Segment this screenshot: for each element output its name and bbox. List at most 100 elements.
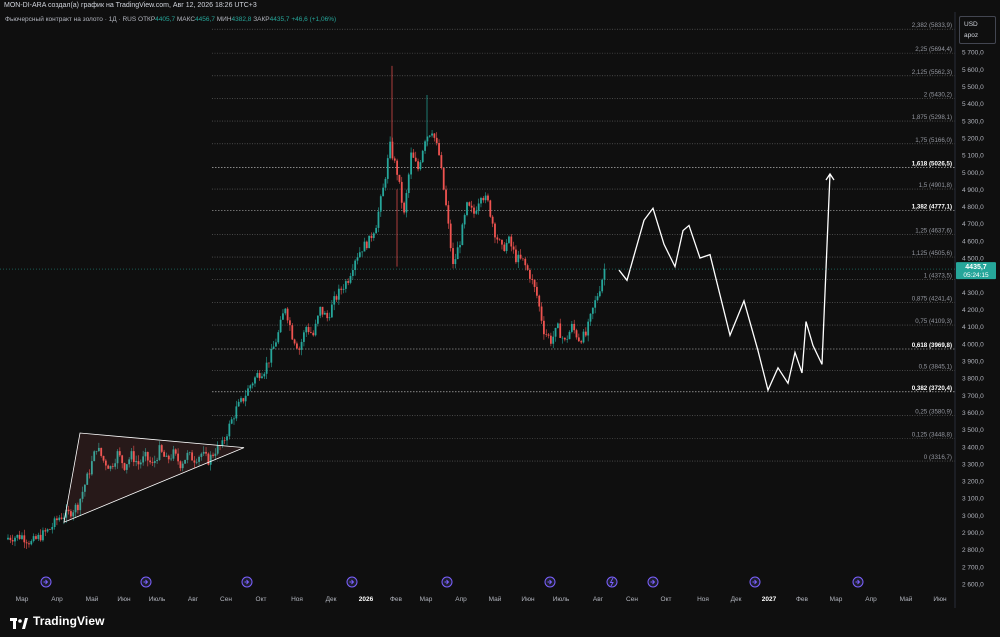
candle-body — [559, 323, 562, 338]
candle-body — [561, 337, 564, 339]
price-axis[interactable] — [955, 12, 1000, 608]
candle-body — [90, 461, 93, 475]
tradingview-logo[interactable]: TradingView — [10, 613, 105, 629]
candle-body — [7, 537, 9, 540]
candle-body — [524, 258, 527, 266]
candle-body — [139, 462, 142, 465]
candle-body — [121, 455, 124, 464]
y-tick-label: 4 100,0 — [962, 324, 984, 331]
candle-body — [323, 312, 326, 315]
x-tick-label: 2027 — [762, 596, 777, 603]
dividend-marker-icon[interactable] — [606, 576, 618, 588]
candle-body — [566, 339, 569, 340]
lightning-icon — [609, 577, 614, 587]
y-tick-label: 4 800,0 — [962, 204, 984, 211]
candle-body — [263, 373, 266, 377]
candle-body — [577, 337, 580, 342]
candle-body — [459, 245, 461, 248]
arrow-icon — [444, 579, 450, 585]
attribution-text: MON-DI-ARA создал(а) график на TradingVi… — [4, 2, 257, 9]
candle-body — [228, 423, 231, 437]
candle-body — [212, 454, 214, 456]
candle-body — [70, 511, 72, 517]
tradingview-logo-icon — [10, 616, 28, 629]
candle-body — [216, 445, 219, 454]
candle-body — [261, 376, 263, 379]
candle-body — [83, 484, 86, 492]
triangle-pattern[interactable] — [63, 432, 245, 523]
candle-body — [393, 158, 396, 161]
candle-body — [543, 320, 545, 335]
candle-body — [25, 542, 28, 544]
candle-body — [533, 279, 536, 287]
candle-body — [104, 460, 107, 466]
candle-body — [39, 534, 42, 541]
candle-body — [221, 440, 224, 446]
y-tick-label: 5 100,0 — [962, 153, 984, 160]
candle-body — [156, 459, 159, 462]
candle-body — [95, 451, 98, 452]
arrow-icon — [244, 579, 250, 585]
change-value: +46,6 (+1,06%) — [291, 16, 337, 23]
candle-body — [470, 205, 473, 208]
y-tick-label: 5 500,0 — [962, 84, 984, 91]
currency-sub: apoz — [964, 32, 979, 39]
candle-body — [198, 456, 200, 462]
candle-body — [344, 281, 347, 289]
candle-body — [424, 141, 426, 151]
projection-path[interactable] — [618, 173, 831, 393]
candle-body — [419, 162, 422, 170]
y-tick-label: 3 100,0 — [962, 496, 984, 503]
candle-body — [358, 252, 361, 258]
candle-body — [442, 168, 445, 190]
candle-body — [109, 466, 112, 469]
candle-body — [365, 241, 368, 249]
candle-body — [146, 452, 149, 461]
currency-selector[interactable]: USD apoz — [959, 16, 996, 44]
x-tick-label: Июль — [553, 596, 570, 603]
candle-body — [53, 518, 56, 528]
candle-body — [517, 254, 520, 263]
candle-body — [249, 385, 252, 389]
fib-level-label: 2,25 (5694,4) — [915, 46, 952, 53]
candle-body — [554, 327, 557, 337]
candle-body — [349, 275, 352, 283]
x-tick-label: Сен — [220, 596, 232, 603]
y-tick-label: 5 400,0 — [962, 101, 984, 108]
candle-body — [417, 161, 419, 170]
candle-body — [391, 141, 394, 159]
candle-body — [100, 447, 103, 456]
candle-body — [32, 536, 35, 542]
candle-body — [321, 306, 324, 315]
attribution-bar: MON-DI-ARA создал(а) график на TradingVi… — [0, 0, 1000, 12]
x-tick-label: Июль — [149, 596, 166, 603]
y-tick-label: 5 700,0 — [962, 50, 984, 57]
candle-body — [454, 259, 457, 265]
candle-body — [37, 534, 40, 539]
high-value: 4456,7 — [195, 16, 215, 23]
candle-body — [11, 540, 14, 542]
price-chart[interactable]: 2 600,0 2 700,0 2 800,0 2 900,0 3 000,0 3 100… — [0, 12, 1000, 608]
candle-body — [114, 463, 117, 467]
candle-body — [491, 216, 494, 224]
candle-body — [529, 269, 531, 279]
candle-body — [151, 462, 154, 464]
candle-body — [356, 257, 359, 261]
fib-level-label: 1 (4373,5) — [924, 273, 952, 280]
candle-body — [56, 518, 58, 521]
x-tick-label: Сен — [626, 596, 638, 603]
x-tick-label: Авг — [188, 596, 199, 603]
candle-body — [603, 268, 606, 280]
candle-body — [226, 436, 228, 441]
candle-body — [58, 517, 61, 521]
candle-body — [547, 334, 550, 336]
candle-body — [379, 196, 382, 212]
candle-body — [298, 348, 301, 350]
candle-body — [310, 332, 312, 333]
symbol-name[interactable]: Фьючерсный контракт на золото · 1Д · RUS — [5, 16, 137, 23]
candle-body — [233, 418, 235, 420]
countdown-timer: 05:24:15 — [963, 272, 989, 279]
candle-body — [254, 377, 256, 384]
fib-level-label: 1,75 (5166,0) — [915, 137, 952, 144]
candle-body — [303, 332, 305, 342]
